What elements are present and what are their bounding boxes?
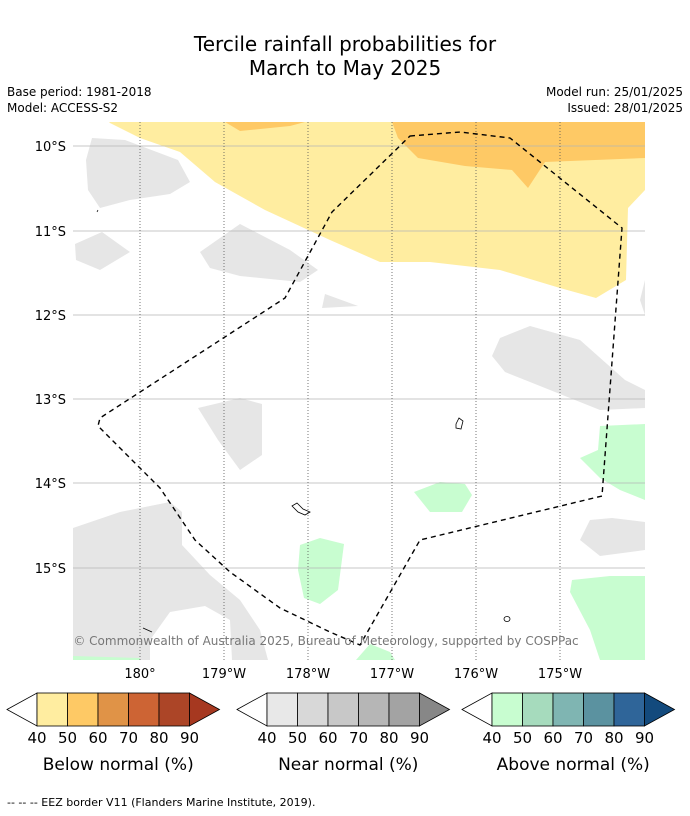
lon-label: 176°W [454, 667, 498, 682]
meta-right: Model run: 25/01/2025 Issued: 28/01/2025 [546, 84, 683, 116]
legend-tick-label: 80 [149, 729, 168, 747]
legend-tick-label: 40 [27, 729, 46, 747]
map-title-line2: March to May 2025 [248, 56, 442, 80]
legend-high-arrow [419, 692, 451, 727]
lon-label: 179°W [202, 667, 246, 682]
legend-tick-label: 60 [318, 729, 337, 747]
legend-swatch [36, 692, 68, 727]
white-hole [150, 606, 232, 660]
legend-low-arrow [6, 692, 38, 727]
legend-high-arrow [189, 692, 221, 727]
lon-label: 175°W [538, 667, 582, 682]
legend-tick-label: 90 [635, 729, 654, 747]
legend-swatch [67, 692, 99, 727]
legend-tick-label: 50 [513, 729, 532, 747]
legend-title: Above normal (%) [497, 755, 650, 775]
legend-swatch [297, 692, 329, 727]
legend-swatch [158, 692, 190, 727]
islands [96, 209, 511, 633]
legend-tick-label: 90 [410, 729, 429, 747]
below-normal-50-region-2 [392, 122, 645, 188]
lat-label: 10°S [35, 140, 66, 155]
lon-label: 178°W [286, 667, 330, 682]
legend-tick-label: 40 [482, 729, 501, 747]
legend-group: 40 50 60 70 80 90 Below normal (%) 40 50 60 70 80 90… [6, 692, 676, 775]
legend-tick-label: 70 [119, 729, 138, 747]
legend-low-arrow [236, 692, 268, 727]
legend-swatch [388, 692, 420, 727]
legend-tick-label: 90 [180, 729, 199, 747]
base-period: Base period: 1981-2018 [7, 85, 152, 99]
eez-footnote: -- -- -- EEZ border V11 (Flanders Marine… [7, 796, 316, 809]
legend-swatch [552, 692, 584, 727]
near-normal-regions [73, 138, 645, 660]
legend-tick-label: 50 [58, 729, 77, 747]
legend-tick-label: 40 [257, 729, 276, 747]
legend-tick-label: 60 [88, 729, 107, 747]
legend-tick-label: 50 [288, 729, 307, 747]
lat-label: 12°S [35, 309, 66, 324]
legend-title: Near normal (%) [278, 755, 418, 775]
lat-labels: 10°S 11°S 12°S 13°S 14°S 15°S [35, 140, 66, 577]
lon-labels: 180° 179°W 178°W 177°W 176°W 175°W [124, 667, 582, 682]
above-normal-regions [73, 424, 645, 660]
map-title-line1: Tercile rainfall probabilities for [193, 32, 497, 56]
model-run: Model run: 25/01/2025 [545, 85, 683, 99]
lat-label: 14°S [35, 477, 66, 492]
white-gap [73, 122, 110, 134]
legend-tick-label: 70 [574, 729, 593, 747]
copyright-text: © Commonwealth of Australia 2025, Bureau… [73, 634, 578, 648]
legend-colorbar: 40 50 60 70 80 90 Near normal (%) [236, 692, 451, 775]
below-normal-50-region [225, 122, 305, 131]
legend-swatch [97, 692, 129, 727]
map-area: © Commonwealth of Australia 2025, Bureau… [73, 122, 645, 660]
legend-title: Below normal (%) [43, 755, 194, 775]
lat-gridlines [73, 145, 645, 569]
meta-left: Base period: 1981-2018 Model: ACCESS-S2 [7, 84, 152, 116]
legend-low-arrow [461, 692, 493, 727]
lat-label: 13°S [35, 393, 66, 408]
lon-label: 180° [124, 667, 155, 682]
issued-date: Issued: 28/01/2025 [567, 101, 683, 115]
legend-swatch [266, 692, 298, 727]
lat-label: 11°S [35, 225, 66, 240]
model-name: Model: ACCESS-S2 [7, 101, 119, 115]
legend-tick-label: 70 [349, 729, 368, 747]
legend-swatch [522, 692, 554, 727]
legend-swatch [358, 692, 390, 727]
legend-swatch [613, 692, 645, 727]
legend-colorbar: 40 50 60 70 80 90 Below normal (%) [6, 692, 221, 775]
legend-swatch [583, 692, 615, 727]
legend-tick-label: 60 [543, 729, 562, 747]
legend-swatch [327, 692, 359, 727]
legend-swatch [491, 692, 523, 727]
legend-swatch [128, 692, 160, 727]
legend-tick-label: 80 [379, 729, 398, 747]
lon-label: 177°W [370, 667, 414, 682]
legend-tick-label: 80 [604, 729, 623, 747]
lat-label: 15°S [35, 562, 66, 577]
legend-high-arrow [644, 692, 676, 727]
eez-border [97, 131, 623, 646]
legend-colorbar: 40 50 60 70 80 90 Above normal (%) [461, 692, 676, 775]
